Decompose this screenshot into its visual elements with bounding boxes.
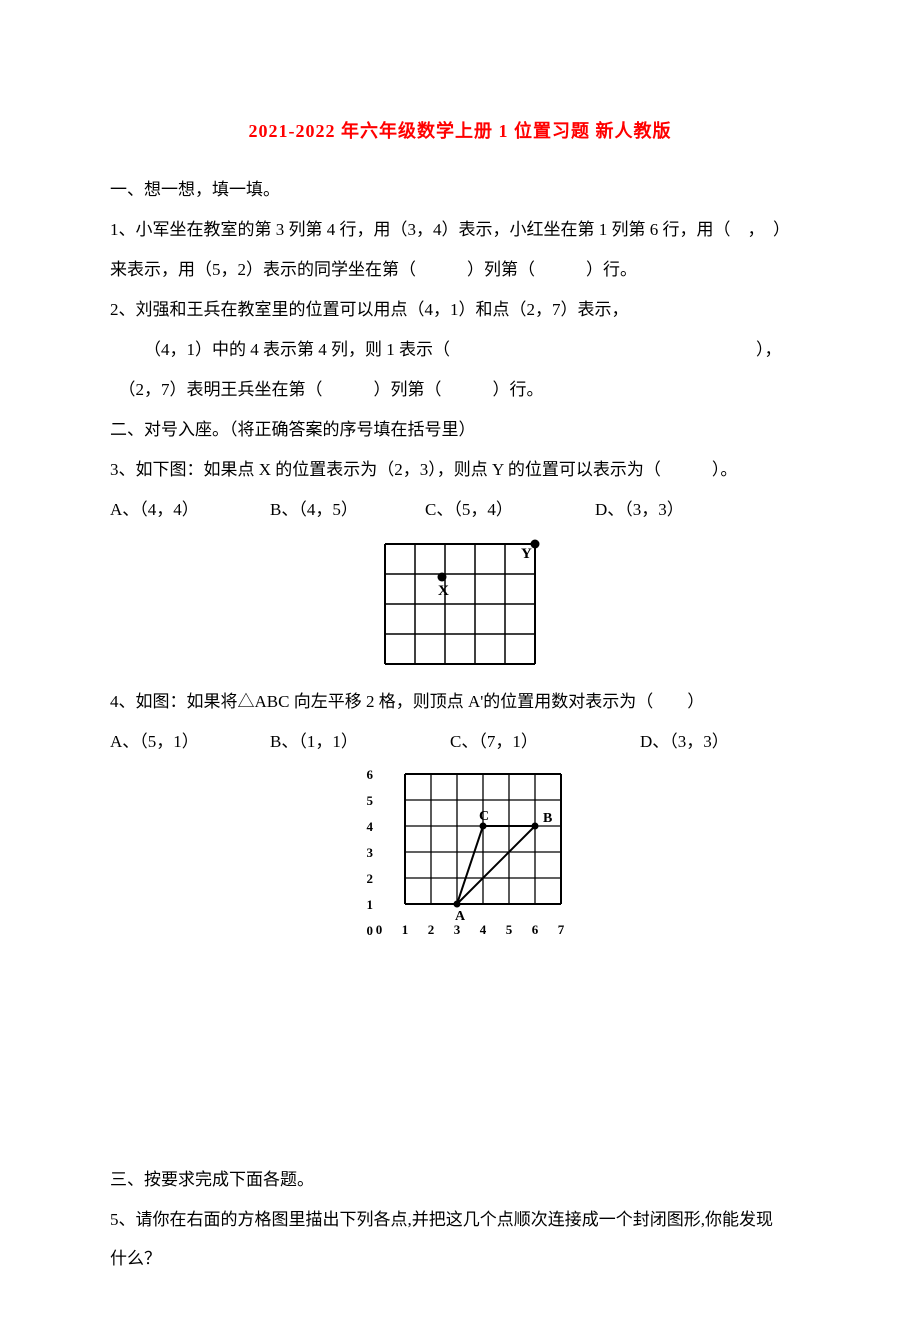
q4-opt-a: A、（5，1） [110, 722, 270, 762]
svg-text:1: 1 [402, 922, 409, 937]
q3-text: 3、如下图：如果点 X 的位置表示为（2，3），则点 Y 的位置可以表示为（ ）… [110, 450, 810, 490]
svg-text:X: X [438, 583, 449, 599]
q4-text: 4、如图：如果将△ABC 向左平移 2 格，则顶点 A'的位置用数对表示为（ ） [110, 682, 810, 722]
svg-text:B: B [543, 811, 552, 826]
q3-opt-d: D、（3，3） [595, 490, 684, 530]
q3-opt-a: A、（4，4） [110, 490, 270, 530]
svg-text:3: 3 [454, 922, 461, 937]
q4-options: A、（5，1） B、（1，1） C、（7，1） D、（3，3） [110, 722, 810, 762]
svg-text:3: 3 [367, 845, 374, 860]
section-3-heading: 三、按要求完成下面各题。 [110, 1160, 810, 1200]
q4-figure: 012345670123456ABC [110, 766, 810, 952]
svg-text:6: 6 [532, 922, 539, 937]
q3-options: A、（4，4） B、（4，5） C、（5，4） D、（3，3） [110, 490, 810, 530]
svg-text:2: 2 [367, 871, 374, 886]
q4-opt-b: B、（1，1） [270, 722, 450, 762]
svg-text:A: A [455, 909, 466, 924]
q2-line3: （2，7）表明王兵坐在第（ ）列第（ ）行。 [110, 370, 810, 410]
svg-text:6: 6 [367, 767, 374, 782]
q3-figure: XY [110, 534, 810, 674]
svg-text:5: 5 [506, 922, 513, 937]
svg-text:C: C [479, 809, 489, 824]
svg-text:7: 7 [558, 922, 565, 937]
section-2-heading: 二、对号入座。（将正确答案的序号填在括号里） [110, 410, 810, 450]
q5-line2: 什么？ [110, 1239, 810, 1279]
q2-line1: 2、刘强和王兵在教室里的位置可以用点（4，1）和点（2，7）表示， [110, 290, 810, 330]
svg-text:0: 0 [367, 923, 374, 938]
q3-opt-b: B、（4，5） [270, 490, 425, 530]
svg-text:4: 4 [367, 819, 374, 834]
q4-opt-c: C、（7，1） [450, 722, 640, 762]
q2-line2: （4，1）中的 4 表示第 4 列，则 1 表示（ ）， [110, 330, 810, 370]
q4-opt-d: D、（3，3） [640, 722, 729, 762]
svg-text:Y: Y [521, 546, 532, 562]
q3-opt-c: C、（5，4） [425, 490, 595, 530]
svg-text:0: 0 [376, 922, 383, 937]
page-title: 2021-2022 年六年级数学上册 1 位置习题 新人教版 [110, 110, 810, 152]
svg-text:2: 2 [428, 922, 435, 937]
q1-line1: 1、小军坐在教室的第 3 列第 4 行，用（3，4）表示，小红坐在第 1 列第 … [110, 210, 810, 250]
q1-line2: 来表示，用（5，2）表示的同学坐在第（ ）列第（ ）行。 [110, 250, 810, 290]
q5-line1: 5、请你在右面的方格图里描出下列各点,并把这几个点顺次连接成一个封闭图形,你能发… [110, 1200, 810, 1240]
section-1-heading: 一、想一想，填一填。 [110, 170, 810, 210]
svg-text:4: 4 [480, 922, 487, 937]
svg-text:1: 1 [367, 897, 374, 912]
svg-text:5: 5 [367, 793, 374, 808]
